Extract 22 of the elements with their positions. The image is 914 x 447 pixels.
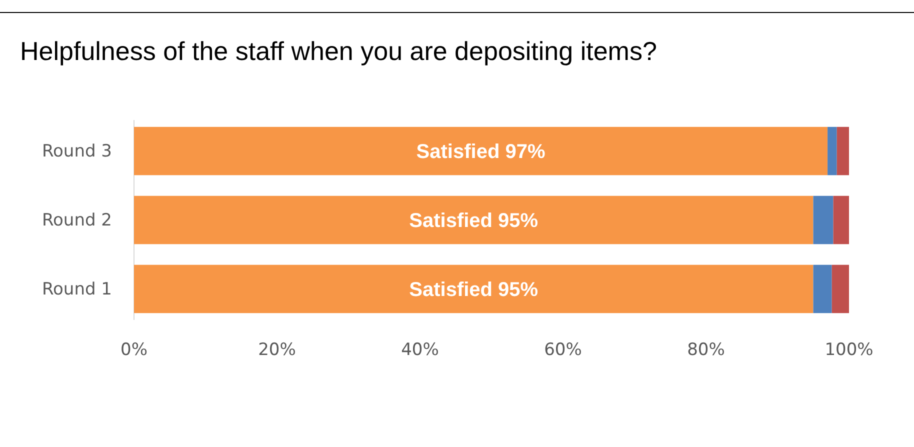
x-tick-label: 80%	[687, 340, 725, 360]
data-label: Satisfied 97%	[416, 141, 546, 164]
bar	[813, 196, 834, 244]
y-tick-label: Round 2	[42, 210, 112, 230]
x-tick-label: 40%	[401, 340, 439, 360]
bar	[833, 196, 849, 244]
x-tick-label: 100%	[824, 340, 874, 360]
bar	[836, 126, 849, 176]
chart-title: Helpfulness of the staff when you are depositing items?	[20, 36, 657, 66]
bar	[134, 264, 814, 314]
bar	[828, 126, 837, 176]
x-tick-label: 60%	[544, 340, 582, 360]
bar	[134, 126, 828, 176]
data-label: Satisfied 95%	[409, 278, 538, 301]
bar	[134, 196, 814, 244]
x-tick-label: 0%	[120, 340, 148, 360]
y-tick-label: Round 1	[42, 279, 112, 300]
bar	[813, 264, 832, 314]
y-tick-label: Round 3	[42, 141, 112, 162]
bar	[832, 264, 849, 314]
data-label: Satisfied 95%	[409, 210, 538, 232]
x-tick-label: 20%	[258, 340, 296, 360]
